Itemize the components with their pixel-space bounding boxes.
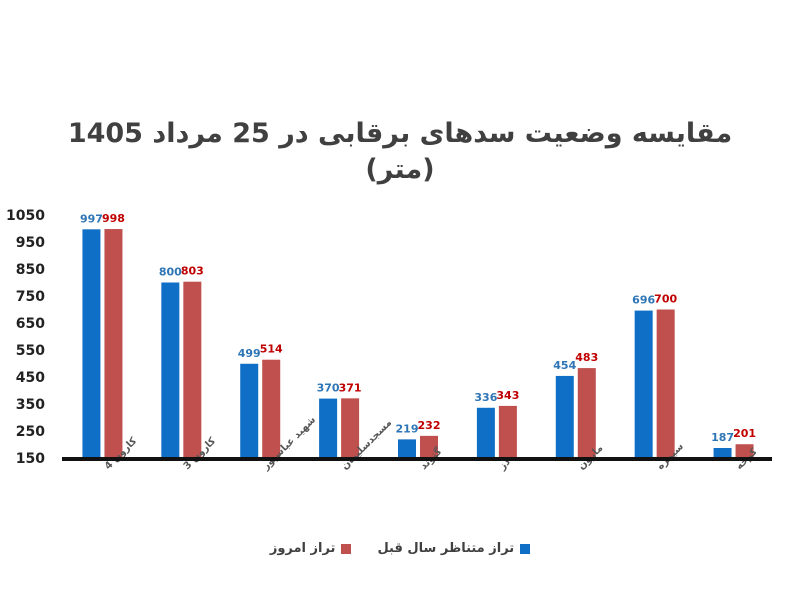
data-label: 370 xyxy=(317,382,340,395)
data-label: 232 xyxy=(418,419,441,432)
bar-previous-year xyxy=(319,398,338,458)
data-label: 499 xyxy=(238,347,261,360)
legend-item-today: تراز امروز xyxy=(270,541,352,556)
legend-swatch-today xyxy=(341,543,352,554)
bar-previous-year xyxy=(161,282,180,458)
data-label: 998 xyxy=(102,212,125,225)
legend-label-previous-year: تراز متناظر سال قبل xyxy=(377,541,515,556)
chart-title: مقایسه وضعیت سدهای برقابی در 25 مرداد 14… xyxy=(67,118,733,149)
y-tick-label: 150 xyxy=(16,451,45,467)
bar-previous-year xyxy=(713,448,732,458)
y-tick-label: 950 xyxy=(16,235,45,251)
y-tick-label: 850 xyxy=(16,262,45,278)
y-tick-label: 550 xyxy=(16,343,45,359)
legend-item-previous-year: تراز متناظر سال قبل xyxy=(377,541,531,556)
bar-today xyxy=(656,309,675,458)
y-tick-label: 250 xyxy=(16,424,45,440)
data-label: 997 xyxy=(80,212,103,225)
data-label: 343 xyxy=(496,389,519,402)
bar-previous-year xyxy=(82,229,101,458)
data-label: 803 xyxy=(181,265,204,278)
bar-today xyxy=(420,435,438,458)
data-label: 371 xyxy=(339,381,362,394)
bar-today xyxy=(262,359,281,458)
y-tick-label: 350 xyxy=(16,397,45,413)
data-label: 700 xyxy=(654,293,677,306)
data-label: 514 xyxy=(260,343,283,356)
chart-legend: تراز متناظر سال قبل تراز امروز xyxy=(0,541,800,556)
data-label: 696 xyxy=(632,294,655,307)
y-tick-label: 450 xyxy=(16,370,45,386)
bar-previous-year xyxy=(555,375,574,458)
data-label: 219 xyxy=(396,422,419,435)
y-tick-label: 1050 xyxy=(6,208,45,224)
legend-label-today: تراز امروز xyxy=(269,541,336,556)
data-label: 187 xyxy=(711,431,734,444)
data-label: 800 xyxy=(159,266,182,279)
bar-today xyxy=(498,405,517,458)
legend-swatch-previous-year xyxy=(520,543,531,554)
y-tick-label: 650 xyxy=(16,316,45,332)
chart-title-block: مقایسه وضعیت سدهای برقابی در 25 مرداد 14… xyxy=(0,116,800,188)
data-label: 454 xyxy=(553,359,576,372)
bar-today xyxy=(735,444,754,458)
bar-previous-year xyxy=(240,363,259,458)
bar-today xyxy=(577,368,596,458)
data-label: 483 xyxy=(575,351,598,364)
chart-subtitle: (متر) xyxy=(365,154,435,185)
bar-previous-year xyxy=(398,439,416,458)
data-label: 201 xyxy=(733,427,756,440)
bar-today xyxy=(341,398,360,458)
bar-previous-year xyxy=(634,310,653,458)
y-tick-label: 750 xyxy=(16,289,45,305)
data-label: 336 xyxy=(474,391,497,404)
bar-today xyxy=(183,281,202,458)
bar-today xyxy=(104,229,123,458)
bar-previous-year xyxy=(476,407,495,458)
